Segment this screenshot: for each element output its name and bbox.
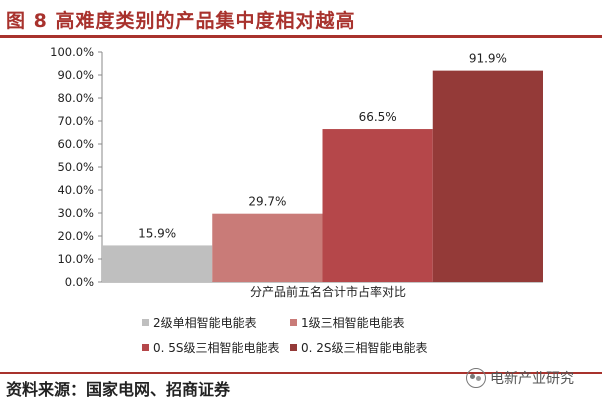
y-axis: 0.0% 10.0% 20.0% 30.0% 40.0% 50.0% 60.0% 70.0% 8… xyxy=(50,45,543,289)
bar xyxy=(322,129,433,282)
data-label: 15.9% xyxy=(138,226,176,240)
data-label: 66.5% xyxy=(359,110,397,124)
y-tick-label: 50.0% xyxy=(57,160,94,174)
chat-bubbles-icon xyxy=(466,368,486,388)
y-tick-label: 20.0% xyxy=(57,229,94,243)
bar xyxy=(102,245,213,282)
bar xyxy=(432,70,543,282)
title-rule xyxy=(0,35,602,38)
bar-chart: 0.0% 10.0% 20.0% 30.0% 40.0% 50.0% 60.0% 70.0% 8… xyxy=(50,45,543,355)
legend-swatch xyxy=(142,319,149,326)
data-labels: 15.9% 29.7% 66.5% 91.9% xyxy=(138,52,507,241)
footer-rule xyxy=(0,372,602,374)
legend-label: 0. 5S级三相智能电能表 xyxy=(153,340,280,355)
x-axis-label: 分产品前五名合计市占率对比 xyxy=(250,284,406,299)
legend-swatch xyxy=(290,319,297,326)
legend-label: 0. 2S级三相智能电能表 xyxy=(301,340,428,355)
legend-swatch xyxy=(290,344,297,351)
bar xyxy=(212,213,323,282)
y-tick-label: 0.0% xyxy=(65,275,94,289)
source-note: 资料来源：国家电网、招商证券 xyxy=(6,380,231,399)
legend-label: 1级三相智能电能表 xyxy=(301,315,405,330)
y-tick-label: 80.0% xyxy=(57,91,94,105)
y-tick-label: 60.0% xyxy=(57,137,94,151)
y-tick-label: 70.0% xyxy=(57,114,94,128)
y-tick-label: 40.0% xyxy=(57,183,94,197)
y-tick-label: 10.0% xyxy=(57,252,94,266)
y-tick-label: 30.0% xyxy=(57,206,94,220)
figure-title: 图 8 高难度类别的产品集中度相对越高 xyxy=(6,10,356,32)
bars xyxy=(102,70,543,282)
legend-swatch xyxy=(142,344,149,351)
legend-label: 2级单相智能电能表 xyxy=(153,315,257,330)
data-label: 29.7% xyxy=(248,195,286,209)
watermark: 电新产业研究 xyxy=(466,368,574,388)
legend: 2级单相智能电能表 1级三相智能电能表 0. 5S级三相智能电能表 0. 2S级三相智… xyxy=(142,315,428,355)
watermark-text: 电新产业研究 xyxy=(490,371,574,387)
y-tick-label: 100.0% xyxy=(50,45,94,59)
y-tick-label: 90.0% xyxy=(57,68,94,82)
data-label: 91.9% xyxy=(469,52,507,66)
